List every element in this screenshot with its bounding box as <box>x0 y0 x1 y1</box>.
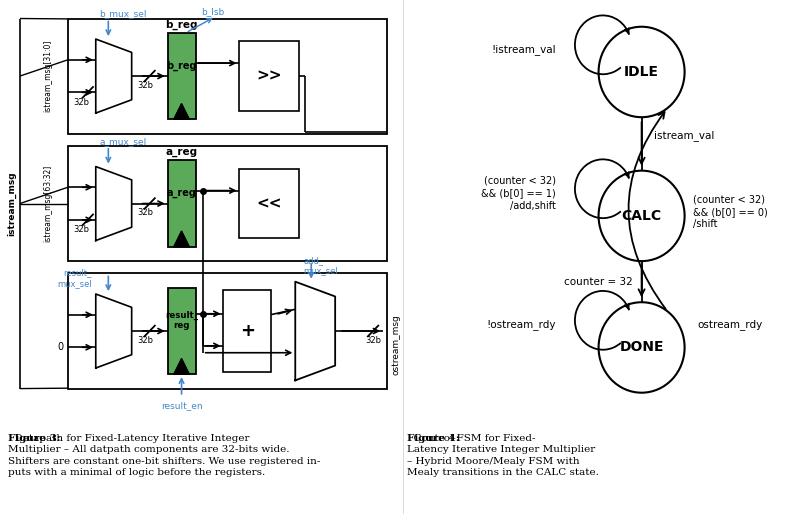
Text: istream_val: istream_val <box>654 130 715 141</box>
Text: (counter < 32)
&& (b[0] == 0)
/shift: (counter < 32) && (b[0] == 0) /shift <box>693 194 768 229</box>
Text: a_reg: a_reg <box>167 188 196 198</box>
Bar <box>168 33 196 119</box>
Bar <box>68 146 387 261</box>
Text: !ostream_rdy: !ostream_rdy <box>486 319 555 331</box>
Polygon shape <box>174 359 189 374</box>
Text: 32b: 32b <box>73 98 90 107</box>
Text: add_
mux_sel: add_ mux_sel <box>303 256 338 276</box>
Text: result_
reg: result_ reg <box>165 311 198 331</box>
Text: b_reg: b_reg <box>165 20 198 30</box>
Polygon shape <box>174 231 189 247</box>
Text: ostream_rdy: ostream_rdy <box>697 319 763 331</box>
Text: istream_msg[63:32]: istream_msg[63:32] <box>43 165 53 242</box>
Bar <box>168 160 196 247</box>
Bar <box>239 169 299 238</box>
Text: istream_msg: istream_msg <box>7 171 17 236</box>
Circle shape <box>598 302 685 393</box>
Polygon shape <box>174 104 189 119</box>
Text: a_mux_sel: a_mux_sel <box>100 137 147 146</box>
Bar <box>68 273 387 389</box>
Text: a_reg: a_reg <box>165 147 198 157</box>
Text: ostream_msg: ostream_msg <box>392 315 401 375</box>
Text: Control FSM for Fixed-
Latency Iterative Integer Multiplier
– Hybrid Moore/Mealy: Control FSM for Fixed- Latency Iterative… <box>407 434 598 476</box>
Text: <<: << <box>257 196 282 211</box>
Text: 0: 0 <box>57 342 64 352</box>
Circle shape <box>598 27 685 117</box>
Text: Figure 3:: Figure 3: <box>8 434 61 444</box>
Circle shape <box>598 171 685 261</box>
Text: !istream_val: !istream_val <box>491 44 555 55</box>
Text: result_
mux_sel: result_ mux_sel <box>57 268 92 288</box>
Text: CALC: CALC <box>622 209 662 223</box>
Text: 32b: 32b <box>137 336 154 344</box>
Text: (counter < 32)
&& (b[0] == 1)
/add,shift: (counter < 32) && (b[0] == 1) /add,shift <box>481 176 555 211</box>
Text: >>: >> <box>257 68 282 84</box>
Text: counter = 32: counter = 32 <box>564 277 633 287</box>
Bar <box>68 19 387 134</box>
Bar <box>223 290 271 372</box>
Bar <box>239 41 299 111</box>
Bar <box>168 288 196 374</box>
Text: Datapath for Fixed-Latency Iterative Integer
Multiplier – All datpath components: Datapath for Fixed-Latency Iterative Int… <box>8 434 320 476</box>
Text: +: + <box>240 322 255 340</box>
Text: Figure 4:: Figure 4: <box>407 434 460 444</box>
Text: istream_msg[31:0]: istream_msg[31:0] <box>43 40 53 112</box>
Text: DONE: DONE <box>619 340 664 355</box>
Text: b_mux_sel: b_mux_sel <box>100 9 147 19</box>
Text: b_reg: b_reg <box>166 61 197 71</box>
Text: IDLE: IDLE <box>624 65 659 79</box>
Text: 32b: 32b <box>137 81 154 89</box>
Text: 32b: 32b <box>73 225 90 234</box>
Text: 32b: 32b <box>137 208 154 217</box>
Text: result_en: result_en <box>160 401 203 410</box>
Text: b_lsb: b_lsb <box>201 7 225 16</box>
Text: 32b: 32b <box>365 336 381 344</box>
